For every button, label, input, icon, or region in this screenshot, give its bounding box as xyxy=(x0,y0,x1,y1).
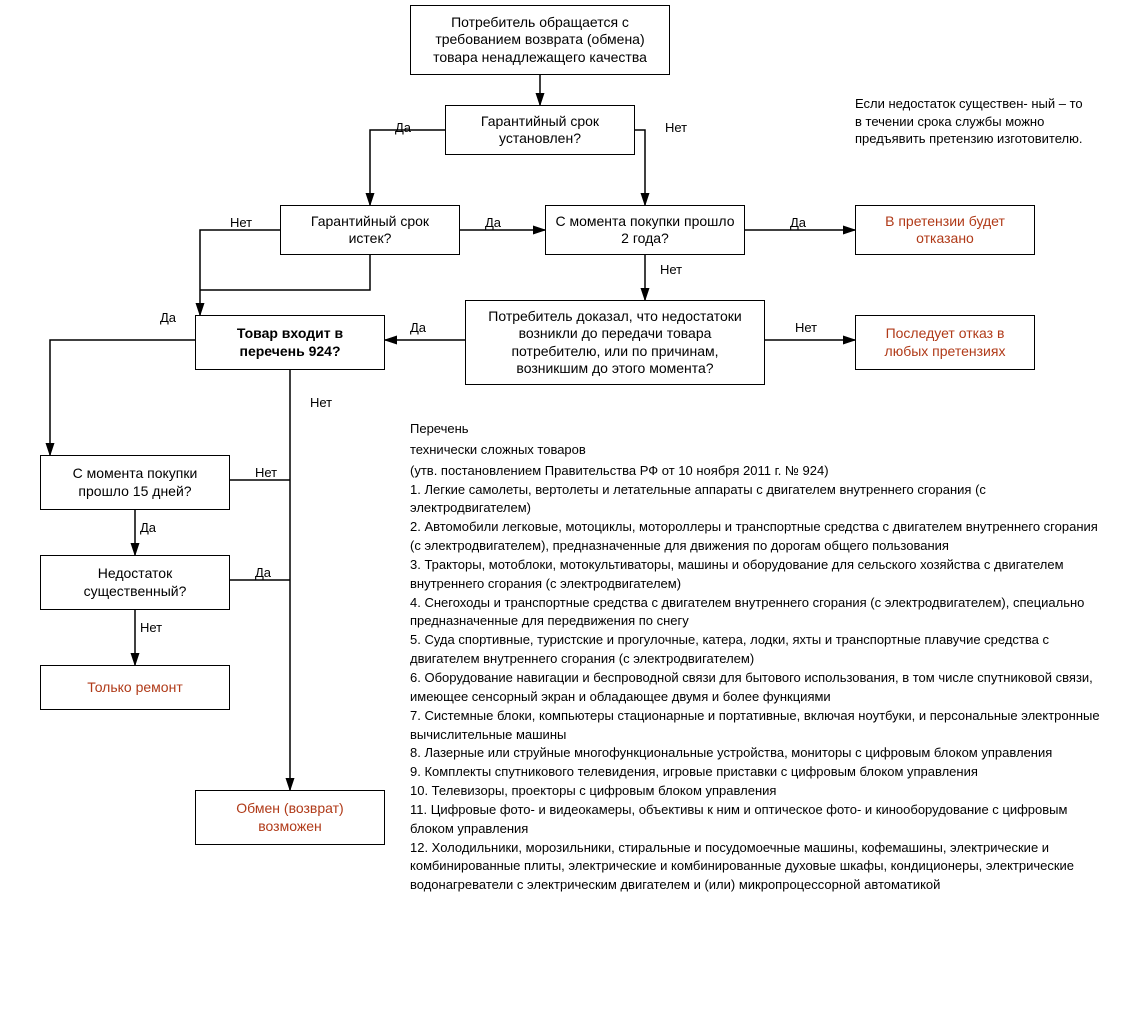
node-expired: Гарантийный срок истек? xyxy=(280,205,460,255)
edge-label: Да xyxy=(485,215,501,230)
edge-label: Нет xyxy=(255,465,277,480)
edge-label: Нет xyxy=(665,120,687,135)
side-note: Если недостаток существен- ный – то в те… xyxy=(855,95,1085,148)
edge-label: Нет xyxy=(795,320,817,335)
edge-label: Да xyxy=(790,215,806,230)
node-days15: С момента покупки прошло 15 дней? xyxy=(40,455,230,510)
list-item: 8. Лазерные или струйные многофункционал… xyxy=(410,744,1100,763)
node-exchange: Обмен (возврат) возможен xyxy=(195,790,385,845)
list-item: 9. Комплекты спутникового телевидения, и… xyxy=(410,763,1100,782)
list-item: 2. Автомобили легковые, мотоциклы, мотор… xyxy=(410,518,1100,556)
list-item: 1. Легкие самолеты, вертолеты и летатель… xyxy=(410,481,1100,519)
edge-label: Да xyxy=(140,520,156,535)
edge-label: Нет xyxy=(310,395,332,410)
node-repair: Только ремонт xyxy=(40,665,230,710)
edge-label: Да xyxy=(395,120,411,135)
node-essential: Недостаток существенный? xyxy=(40,555,230,610)
list-item: 10. Телевизоры, проекторы с цифровым бло… xyxy=(410,782,1100,801)
list-subtitle: технически сложных товаров xyxy=(410,441,1100,460)
list-item: 3. Тракторы, мотоблоки, мотокультиваторы… xyxy=(410,556,1100,594)
edge-label: Нет xyxy=(230,215,252,230)
node-twoyears: С момента покупки прошло 2 года? xyxy=(545,205,745,255)
node-refused: В претензии будет отказано xyxy=(855,205,1035,255)
node-start: Потребитель обращается с требованием воз… xyxy=(410,5,670,75)
edge-label: Нет xyxy=(660,262,682,277)
edge-label: Нет xyxy=(140,620,162,635)
list-decree: (утв. постановлением Правительства РФ от… xyxy=(410,462,1100,481)
node-list924: Товар входит в перечень 924? xyxy=(195,315,385,370)
node-anyclaim: Последует отказ в любых претензиях xyxy=(855,315,1035,370)
edge-label: Да xyxy=(410,320,426,335)
list-item: 7. Системные блоки, компьютеры стационар… xyxy=(410,707,1100,745)
edge-label: Да xyxy=(255,565,271,580)
list-item: 12. Холодильники, морозильники, стиральн… xyxy=(410,839,1100,896)
list-title: Перечень xyxy=(410,420,1100,439)
node-warranty: Гарантийный срок установлен? xyxy=(445,105,635,155)
list-item: 5. Суда спортивные, туристские и прогуло… xyxy=(410,631,1100,669)
list-item: 6. Оборудование навигации и беспроводной… xyxy=(410,669,1100,707)
edge-label: Да xyxy=(160,310,176,325)
flowchart-canvas: Потребитель обращается с требованием воз… xyxy=(0,0,1139,1024)
list-item: 4. Снегоходы и транспортные средства с д… xyxy=(410,594,1100,632)
node-proved: Потребитель доказал, что недостатоки воз… xyxy=(465,300,765,385)
tech-goods-list: Перечень технически сложных товаров (утв. … xyxy=(410,420,1100,895)
list-item: 11. Цифровые фото- и видеокамеры, объект… xyxy=(410,801,1100,839)
